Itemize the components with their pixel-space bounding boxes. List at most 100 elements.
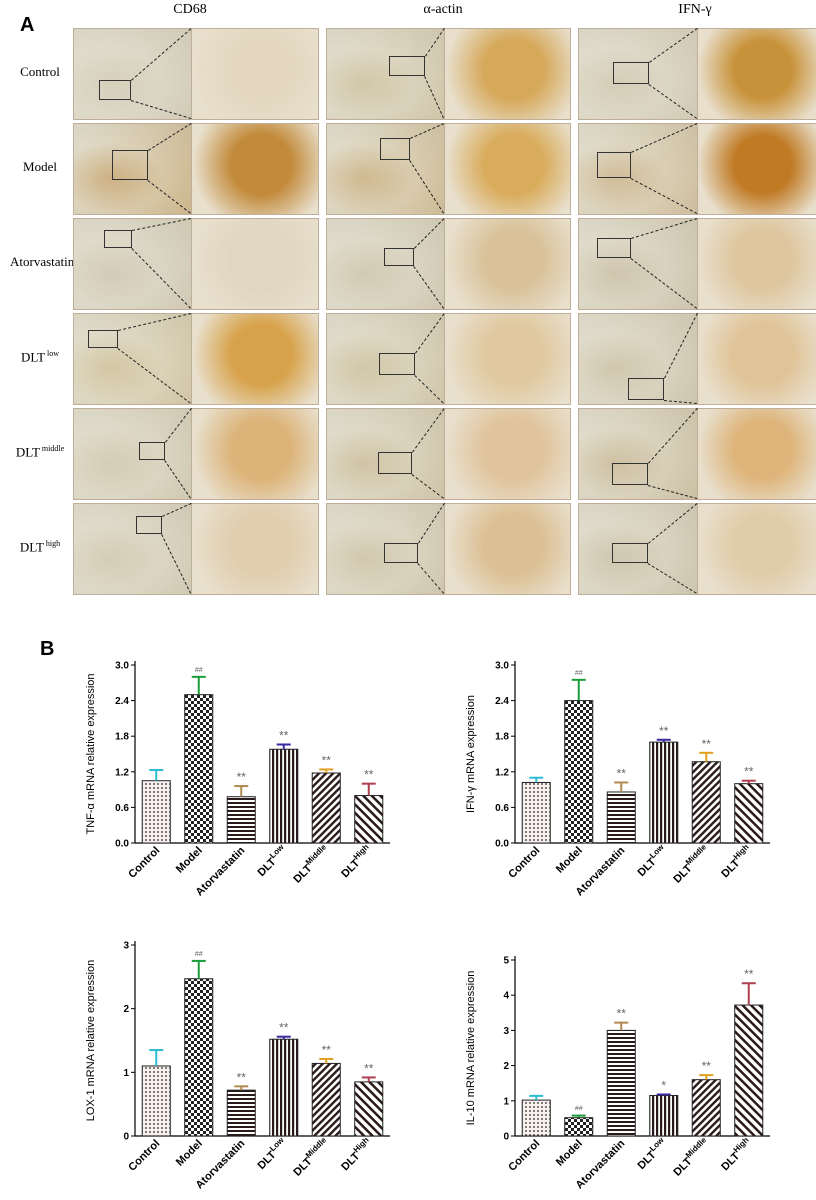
significance-annotation: ** <box>617 766 627 780</box>
significance-annotation: ** <box>702 737 712 751</box>
y-tick-label: 3.0 <box>115 661 129 672</box>
y-axis-label: IFN-γ mRNA expression <box>465 695 477 813</box>
micrograph-zoom <box>191 503 319 595</box>
zoom-region-box <box>378 452 412 474</box>
row-label: DLT middle <box>10 444 70 460</box>
zoom-region-box <box>389 56 425 76</box>
y-tick-label: 2 <box>503 1061 509 1072</box>
bar <box>564 1117 594 1137</box>
x-tick-label-base: DLT <box>291 1155 314 1178</box>
significance-annotation: ** <box>364 768 374 782</box>
micrograph-zoom <box>191 408 319 500</box>
micrograph-overview <box>578 503 698 595</box>
bar <box>226 796 256 844</box>
y-axis-label: TNF-α mRNA relative expression <box>85 673 97 834</box>
significance-annotation: ** <box>279 1021 289 1035</box>
micrograph-zoom <box>191 218 319 310</box>
y-tick-label: 1.2 <box>115 767 129 778</box>
micrograph-overview <box>326 503 446 595</box>
significance-annotation: ## <box>195 667 203 674</box>
ifn-gamma-bar-chart: IFN-γ mRNA expression 0.0 0.6 1.2 1.8 2.4 3.0 C… <box>465 661 770 899</box>
x-tick-label: DLTHigh <box>717 1135 755 1173</box>
significance-annotation: ** <box>237 770 247 784</box>
micrograph-zoom <box>697 123 816 215</box>
significance-annotation: ** <box>364 1061 374 1075</box>
zoom-region-box <box>379 353 415 375</box>
significance-annotation: ** <box>237 1070 247 1084</box>
bar <box>691 1079 721 1137</box>
column-header-alpha-actin: α-actin <box>423 2 463 17</box>
x-tick-label: Control <box>126 845 162 881</box>
y-tick-label: 1.2 <box>495 767 509 778</box>
bar <box>521 781 551 844</box>
row-label: DLT high <box>10 539 70 555</box>
x-tick-label: DLTLow <box>253 842 290 879</box>
micrograph-zoom <box>697 313 816 405</box>
micrograph-zoom <box>697 503 816 595</box>
bar <box>649 1095 679 1137</box>
micrograph-overview <box>326 218 446 310</box>
y-tick-label: 0.0 <box>495 839 509 850</box>
micrograph-zoom <box>697 218 816 310</box>
y-tick-label: 1 <box>503 1096 509 1107</box>
bar <box>734 783 764 844</box>
tnf-alpha-bar-chart: TNF-α mRNA relative expression 0.0 0.6 1.2 1… <box>85 661 390 899</box>
micrograph-overview <box>73 218 193 310</box>
x-tick-label-superscript: High <box>352 1135 371 1154</box>
bar <box>649 741 679 844</box>
significance-annotation: ** <box>744 967 754 981</box>
row-label-text: Model <box>23 159 57 174</box>
x-tick-label-base: Control <box>506 1138 542 1174</box>
bar <box>606 791 636 844</box>
y-tick-label: 0 <box>503 1132 509 1143</box>
zoom-region-box <box>628 378 664 400</box>
significance-annotation: ** <box>322 1043 332 1057</box>
significance-annotation: ## <box>195 951 203 958</box>
zoom-region-box <box>380 138 410 160</box>
lox-1-bar-chart: LOX-1 mRNA relative expression 0 1 2 3 Contro… <box>85 941 390 1192</box>
significance-annotation: ** <box>279 729 289 743</box>
x-tick-label-base: DLT <box>671 862 694 885</box>
x-tick-label-base: Model <box>554 845 585 876</box>
x-tick-label-superscript: Middle <box>684 1135 709 1160</box>
bar <box>184 694 214 844</box>
y-axis-label: LOX-1 mRNA relative expression <box>85 960 97 1121</box>
micrograph-overview <box>73 408 193 500</box>
micrograph-zoom <box>444 218 571 310</box>
y-tick-label: 0.6 <box>115 803 129 814</box>
x-tick-label: Control <box>506 845 542 881</box>
y-tick-label: 2 <box>123 1004 129 1015</box>
micrograph-zoom <box>191 123 319 215</box>
x-tick-label-superscript: Middle <box>304 842 329 867</box>
x-tick-label-superscript: Low <box>648 842 666 860</box>
y-tick-label: 2.4 <box>115 696 129 707</box>
x-tick-label: DLTHigh <box>337 1135 375 1173</box>
zoom-region-box <box>99 80 131 100</box>
bar <box>141 1065 171 1137</box>
x-tick-label-base: Model <box>174 1138 205 1169</box>
bar <box>141 780 171 844</box>
x-tick-label: DLTHigh <box>337 842 375 880</box>
micrograph-zoom <box>444 28 571 120</box>
x-tick-label-base: Model <box>554 1138 585 1169</box>
micrograph-overview <box>73 503 193 595</box>
x-tick-label: DLTMiddle <box>289 842 332 885</box>
x-tick-label-superscript: Middle <box>684 842 709 867</box>
zoom-region-box <box>104 230 132 248</box>
micrograph-zoom <box>191 28 319 120</box>
significance-annotation: ** <box>617 1007 627 1021</box>
micrograph-overview <box>73 313 193 405</box>
x-tick-label-superscript: Low <box>268 1135 286 1153</box>
micrograph-overview <box>578 123 698 215</box>
zoom-region-box <box>597 152 631 178</box>
micrograph-zoom <box>444 408 571 500</box>
y-tick-label: 0 <box>123 1132 129 1143</box>
x-tick-label: Model <box>174 1138 205 1169</box>
zoom-region-box <box>612 463 648 485</box>
x-tick-label-base: Control <box>126 1138 162 1174</box>
bar <box>354 795 384 844</box>
micrograph-zoom <box>697 408 816 500</box>
x-tick-label-base: Control <box>506 845 542 881</box>
micrograph-zoom <box>444 503 571 595</box>
zoom-region-box <box>136 516 162 534</box>
